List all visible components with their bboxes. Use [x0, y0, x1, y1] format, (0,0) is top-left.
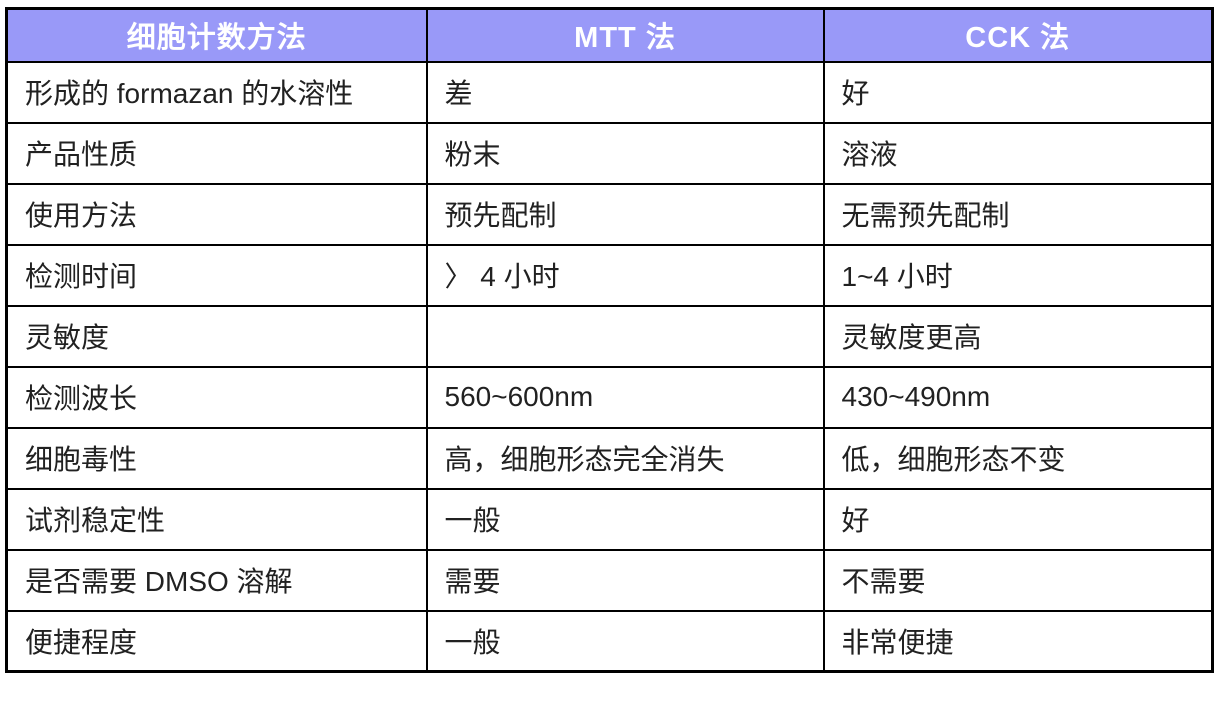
row-label: 使用方法 [5, 182, 428, 246]
table-row: 细胞毒性 高，细胞形态完全消失 低，细胞形态不变 [5, 426, 1214, 490]
cck-value: 好 [822, 60, 1214, 124]
row-label: 产品性质 [5, 121, 428, 185]
header-cell-mtt: MTT 法 [425, 7, 825, 63]
mtt-value: 560~600nm [425, 365, 825, 429]
header-cell-method: 细胞计数方法 [5, 7, 428, 63]
table-row: 产品性质 粉末 溶液 [5, 121, 1214, 185]
header-row: 细胞计数方法 MTT 法 CCK 法 [5, 7, 1214, 63]
comparison-table: 细胞计数方法 MTT 法 CCK 法 形成的 formazan 的水溶性 差 好… [5, 7, 1214, 673]
mtt-value: 需要 [425, 548, 825, 612]
row-label: 检测波长 [5, 365, 428, 429]
row-label: 细胞毒性 [5, 426, 428, 490]
table-header: 细胞计数方法 MTT 法 CCK 法 [5, 7, 1214, 63]
table-row: 便捷程度 一般 非常便捷 [5, 609, 1214, 673]
cck-value: 非常便捷 [822, 609, 1214, 673]
cck-value: 430~490nm [822, 365, 1214, 429]
header-cell-cck: CCK 法 [822, 7, 1214, 63]
mtt-value: 预先配制 [425, 182, 825, 246]
row-label: 灵敏度 [5, 304, 428, 368]
cck-value: 低，细胞形态不变 [822, 426, 1214, 490]
cck-value: 溶液 [822, 121, 1214, 185]
mtt-value [425, 304, 825, 368]
cck-value: 好 [822, 487, 1214, 551]
table-body: 形成的 formazan 的水溶性 差 好 产品性质 粉末 溶液 使用方法 预先… [5, 60, 1214, 673]
row-label: 便捷程度 [5, 609, 428, 673]
mtt-value: 差 [425, 60, 825, 124]
row-label: 试剂稳定性 [5, 487, 428, 551]
table-row: 是否需要 DMSO 溶解 需要 不需要 [5, 548, 1214, 612]
table-row: 灵敏度 灵敏度更高 [5, 304, 1214, 368]
table-row: 形成的 formazan 的水溶性 差 好 [5, 60, 1214, 124]
table-row: 试剂稳定性 一般 好 [5, 487, 1214, 551]
mtt-value: 一般 [425, 487, 825, 551]
row-label: 检测时间 [5, 243, 428, 307]
table-row: 检测波长 560~600nm 430~490nm [5, 365, 1214, 429]
table-row: 使用方法 预先配制 无需预先配制 [5, 182, 1214, 246]
cck-value: 1~4 小时 [822, 243, 1214, 307]
mtt-value: 〉 4 小时 [425, 243, 825, 307]
cck-value: 灵敏度更高 [822, 304, 1214, 368]
row-label: 是否需要 DMSO 溶解 [5, 548, 428, 612]
table-row: 检测时间 〉 4 小时 1~4 小时 [5, 243, 1214, 307]
cck-value: 无需预先配制 [822, 182, 1214, 246]
mtt-value: 粉末 [425, 121, 825, 185]
cck-value: 不需要 [822, 548, 1214, 612]
mtt-value: 一般 [425, 609, 825, 673]
mtt-value: 高，细胞形态完全消失 [425, 426, 825, 490]
row-label: 形成的 formazan 的水溶性 [5, 60, 428, 124]
